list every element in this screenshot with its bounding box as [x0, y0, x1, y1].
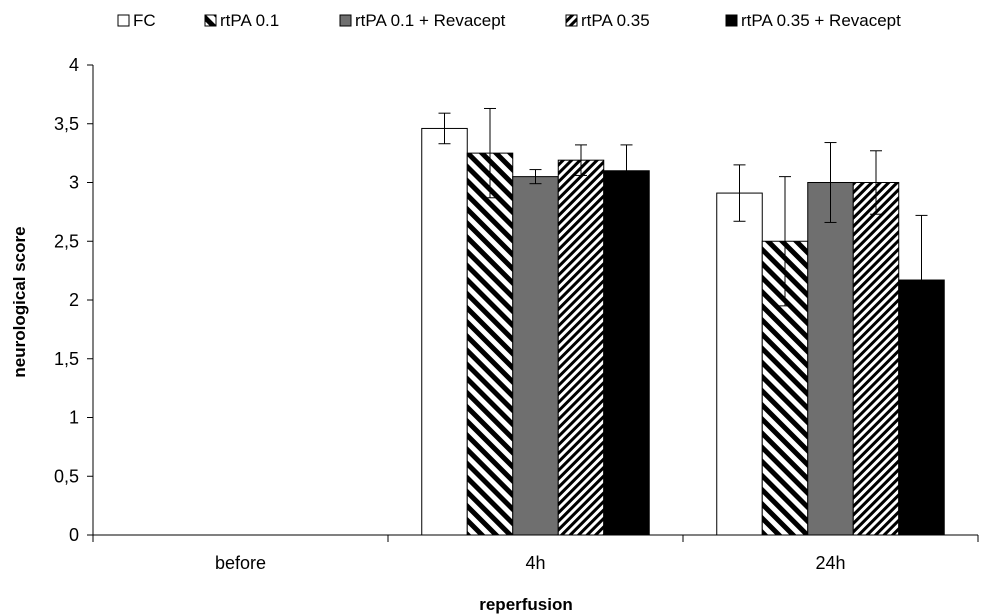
y-tick-label: 2	[69, 290, 79, 310]
legend-item: rtPA 0.35 + Revacept	[725, 11, 901, 30]
y-tick-label: 3	[69, 173, 79, 193]
error-bar	[824, 142, 837, 223]
y-tick-label: 2,5	[54, 231, 79, 251]
legend-label: rtPA 0.1	[220, 11, 279, 30]
error-bar	[870, 150, 882, 215]
bar	[807, 182, 854, 536]
legend-swatch	[204, 14, 217, 27]
legend-label: rtPA 0.1 + Revacept	[355, 11, 506, 30]
axes: 0 0,5 1 1,5 2 2,5 3 3,5 4 before 4h 24h	[54, 55, 979, 573]
legend-item: rtPA 0.1	[204, 11, 279, 30]
x-tick-label: 24h	[815, 553, 845, 573]
error-bar	[620, 144, 633, 198]
bar	[603, 170, 650, 536]
bar	[466, 152, 514, 536]
y-tick-label: 0	[69, 525, 79, 545]
y-axis-title: neurological score	[10, 226, 29, 377]
legend-label: rtPA 0.35	[581, 11, 650, 30]
bar	[716, 192, 763, 536]
error-bar	[529, 169, 542, 185]
x-tick-label: 4h	[525, 553, 545, 573]
x-tick-label: before	[215, 553, 266, 573]
error-bar	[484, 107, 496, 199]
y-tick-label: 1,5	[54, 349, 79, 369]
legend: FC rtPA 0.1 rtPA 0.1 + Revacept rtPA 0.35 rt…	[117, 11, 901, 30]
bar	[421, 127, 468, 536]
legend-label: rtPA 0.35 + Revacept	[741, 11, 901, 30]
legend-item: rtPA 0.1 + Revacept	[339, 11, 506, 30]
legend-item: FC	[117, 11, 156, 30]
legend-swatch	[117, 14, 130, 27]
bar	[557, 159, 605, 536]
legend-swatch	[339, 14, 352, 27]
legend-item: rtPA 0.35	[565, 11, 650, 30]
legend-swatch	[565, 14, 578, 27]
error-bar	[733, 164, 746, 222]
bars	[421, 127, 945, 536]
error-bar	[779, 176, 791, 307]
error-bar	[915, 214, 928, 346]
error-bar	[575, 144, 587, 176]
bar	[512, 176, 559, 536]
legend-label: FC	[133, 11, 156, 30]
y-tick-label: 3,5	[54, 114, 79, 134]
y-tick-label: 4	[69, 55, 79, 75]
error-bar	[438, 112, 451, 145]
legend-swatch	[725, 14, 738, 27]
y-tick-label: 1	[69, 408, 79, 428]
bar	[852, 182, 900, 536]
x-axis-title: reperfusion	[479, 595, 573, 614]
y-tick-label: 0,5	[54, 466, 79, 486]
error-bars	[438, 107, 928, 346]
